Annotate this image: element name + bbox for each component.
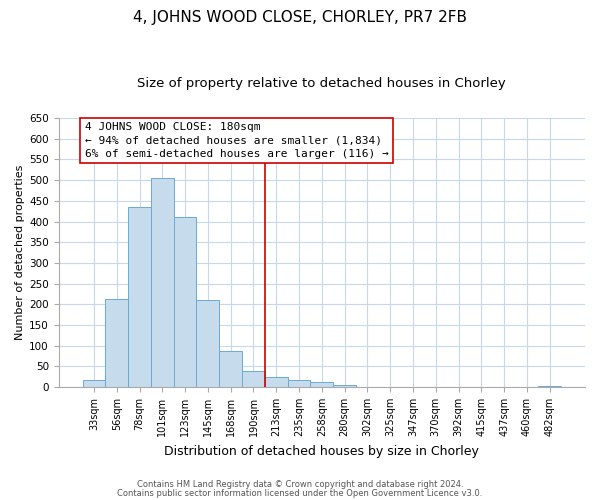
Title: Size of property relative to detached houses in Chorley: Size of property relative to detached ho… <box>137 78 506 90</box>
Bar <box>333 385 356 387</box>
Bar <box>174 218 196 387</box>
Bar <box>151 178 174 387</box>
X-axis label: Distribution of detached houses by size in Chorley: Distribution of detached houses by size … <box>164 444 479 458</box>
Text: 4, JOHNS WOOD CLOSE, CHORLEY, PR7 2FB: 4, JOHNS WOOD CLOSE, CHORLEY, PR7 2FB <box>133 10 467 25</box>
Text: 4 JOHNS WOOD CLOSE: 180sqm
← 94% of detached houses are smaller (1,834)
6% of se: 4 JOHNS WOOD CLOSE: 180sqm ← 94% of deta… <box>85 122 389 158</box>
Bar <box>538 386 561 387</box>
Bar <box>83 380 106 387</box>
Y-axis label: Number of detached properties: Number of detached properties <box>15 165 25 340</box>
Text: Contains public sector information licensed under the Open Government Licence v3: Contains public sector information licen… <box>118 488 482 498</box>
Bar <box>287 380 310 387</box>
Text: Contains HM Land Registry data © Crown copyright and database right 2024.: Contains HM Land Registry data © Crown c… <box>137 480 463 489</box>
Bar <box>219 351 242 387</box>
Bar <box>265 376 287 387</box>
Bar <box>106 300 128 387</box>
Bar <box>196 300 219 387</box>
Bar <box>310 382 333 387</box>
Bar <box>242 370 265 387</box>
Bar <box>128 207 151 387</box>
